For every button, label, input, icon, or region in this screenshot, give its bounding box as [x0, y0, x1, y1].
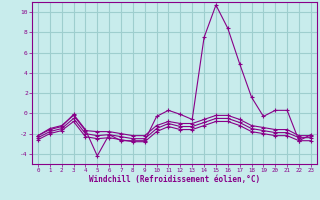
X-axis label: Windchill (Refroidissement éolien,°C): Windchill (Refroidissement éolien,°C)	[89, 175, 260, 184]
